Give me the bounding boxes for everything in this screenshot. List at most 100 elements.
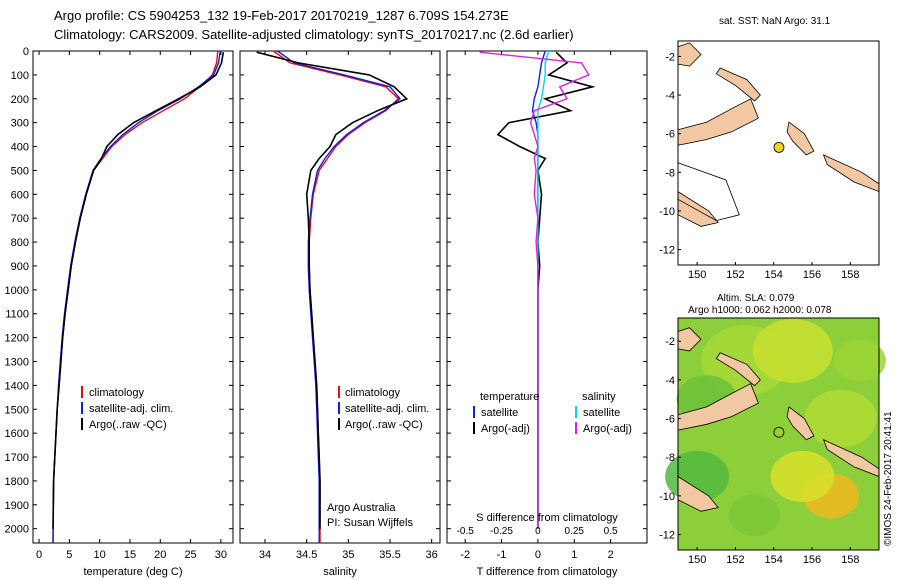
depth-tick-label: 100 [11, 70, 29, 82]
sst-map-ytick-label: -4 [665, 90, 675, 102]
diff-xtick-label: -2 [460, 549, 470, 561]
sst-map-xtick-label: 158 [841, 269, 859, 281]
diff-legend-label-3: Argo(-adj) [583, 423, 632, 435]
temp-series-1 [52, 50, 221, 544]
diff-legend-label-2: satellite [583, 407, 620, 419]
sst-land-2 [677, 190, 719, 227]
diff-legend-swatch-1 [473, 422, 475, 434]
depth-tick-label: 900 [11, 261, 29, 273]
sla-map-ytick-label: -12 [659, 530, 675, 542]
sst-map-ytick-label: -2 [665, 51, 675, 63]
temp-series-2 [52, 52, 225, 529]
sla-land-0 [677, 383, 759, 431]
sst-land-4 [822, 154, 880, 193]
diff-series-0 [531, 50, 546, 529]
diff-xtick-label: 1 [571, 549, 577, 561]
depth-tick-label: 800 [11, 237, 29, 249]
temp-legend-swatch-2 [81, 418, 83, 430]
sal-frame [239, 50, 441, 544]
diff-xtick-label: 0 [535, 549, 541, 561]
depth-tick-label: 2000 [5, 524, 29, 536]
temp-xtick-label: 5 [66, 549, 72, 561]
sst-argo-position [773, 141, 785, 153]
sal-xtick-label: 35.5 [379, 549, 400, 561]
sal-legend-swatch-1 [338, 402, 340, 414]
diff-stick-label: -0.5 [457, 526, 475, 537]
sla-sla-patch-2 [752, 318, 833, 383]
depth-tick-label: 300 [11, 118, 29, 130]
sal-xtick-label: 34 [259, 549, 271, 561]
depth-tick-label: 700 [11, 213, 29, 225]
temp-xtick-label: 20 [154, 549, 166, 561]
depth-tick-label: 1900 [5, 500, 29, 512]
diff-series-1 [496, 51, 596, 529]
sla-map-frame [677, 317, 880, 551]
depth-tick-label: 400 [11, 142, 29, 154]
argo-australia-label: Argo Australia [327, 502, 396, 514]
header-line-2: Climatology: CARS2009. Satellite-adjuste… [54, 27, 574, 42]
sla-map-xtick-label: 154 [765, 554, 783, 566]
sst-land-3 [786, 121, 815, 156]
diff-legend-label-0: satellite [481, 407, 518, 419]
sla-map-title-1: Altim. SLA: 0.079 [717, 293, 795, 304]
sal-series-0 [272, 50, 400, 543]
sst-map-title: sat. SST: NaN Argo: 31.1 [719, 16, 831, 27]
sla-land-3 [786, 406, 815, 441]
sal-legend-label-0: climatology [345, 387, 401, 399]
diff-xtick-label: 2 [608, 549, 614, 561]
depth-tick-label: 600 [11, 189, 29, 201]
sla-sla-patch-3 [804, 389, 877, 448]
depth-tick-label: 1400 [5, 380, 29, 392]
sal-xtick-label: 36 [426, 549, 438, 561]
temp-xlabel: temperature (deg C) [83, 566, 182, 578]
sal-legend-label-2: Argo(..raw -QC) [345, 419, 423, 431]
temp-legend-label-2: Argo(..raw -QC) [89, 419, 167, 431]
temp-xtick-label: 25 [184, 549, 196, 561]
diff-legend-sal-title: salinity [582, 391, 616, 403]
sst-map-xtick-label: 150 [688, 269, 706, 281]
diff-legend-label-1: Argo(-adj) [481, 423, 530, 435]
sal-xlabel: salinity [323, 566, 357, 578]
sal-series-2 [256, 51, 409, 529]
diff-stick-label: 0.5 [604, 526, 618, 537]
sla-map-ytick-label: -2 [665, 336, 675, 348]
temp-legend-swatch-1 [81, 402, 83, 414]
diff-legend-swatch-3 [575, 422, 577, 434]
diff-xtick-label: -1 [497, 549, 507, 561]
sst-land-5 [715, 67, 761, 102]
temp-legend-swatch-0 [81, 386, 83, 398]
sst-map-xtick-label: 156 [803, 269, 821, 281]
sst-map-ytick-label: -12 [659, 245, 675, 257]
temp-frame [32, 50, 234, 544]
depth-tick-label: 1000 [5, 285, 29, 297]
sla-map-ytick-label: -8 [665, 452, 675, 464]
sla-sla-patch-7 [728, 494, 781, 536]
depth-tick-label: 0 [23, 46, 29, 58]
sst-map-xtick-label: 154 [765, 269, 783, 281]
sla-map-ytick-label: -4 [665, 375, 675, 387]
depth-tick-label: 1500 [5, 404, 29, 416]
sst-map-ytick-label: -8 [665, 167, 675, 179]
temp-xtick-label: 30 [215, 549, 227, 561]
temp-legend-label-1: satellite-adj. clim. [89, 403, 173, 415]
sst-map-frame [677, 40, 880, 266]
temp-xtick-label: 0 [36, 549, 42, 561]
diff-legend-temp-title: temperature [480, 391, 539, 403]
diff-stick-label: -0.25 [490, 526, 513, 537]
sla-land-5 [715, 352, 761, 387]
sst-land-1 [677, 42, 702, 67]
depth-tick-label: 1200 [5, 333, 29, 345]
sla-map-title-2: Argo h1000: 0.062 h2000: 0.078 [688, 305, 832, 316]
diff-series-2 [537, 50, 550, 529]
diff-xlabel-top: S difference from climatology [476, 512, 618, 524]
depth-tick-label: 1300 [5, 356, 29, 368]
argo-pi-label: PI: Susan Wijffels [327, 517, 413, 529]
sal-series-1 [277, 50, 402, 543]
sla-argo-position [773, 426, 785, 438]
sla-sla-patch-6 [770, 450, 835, 503]
depth-tick-label: 200 [11, 94, 29, 106]
diff-stick-label: 0 [535, 526, 541, 537]
diff-legend-swatch-2 [575, 406, 577, 418]
sla-map-xtick-label: 156 [803, 554, 821, 566]
sla-map-xtick-label: 158 [841, 554, 859, 566]
